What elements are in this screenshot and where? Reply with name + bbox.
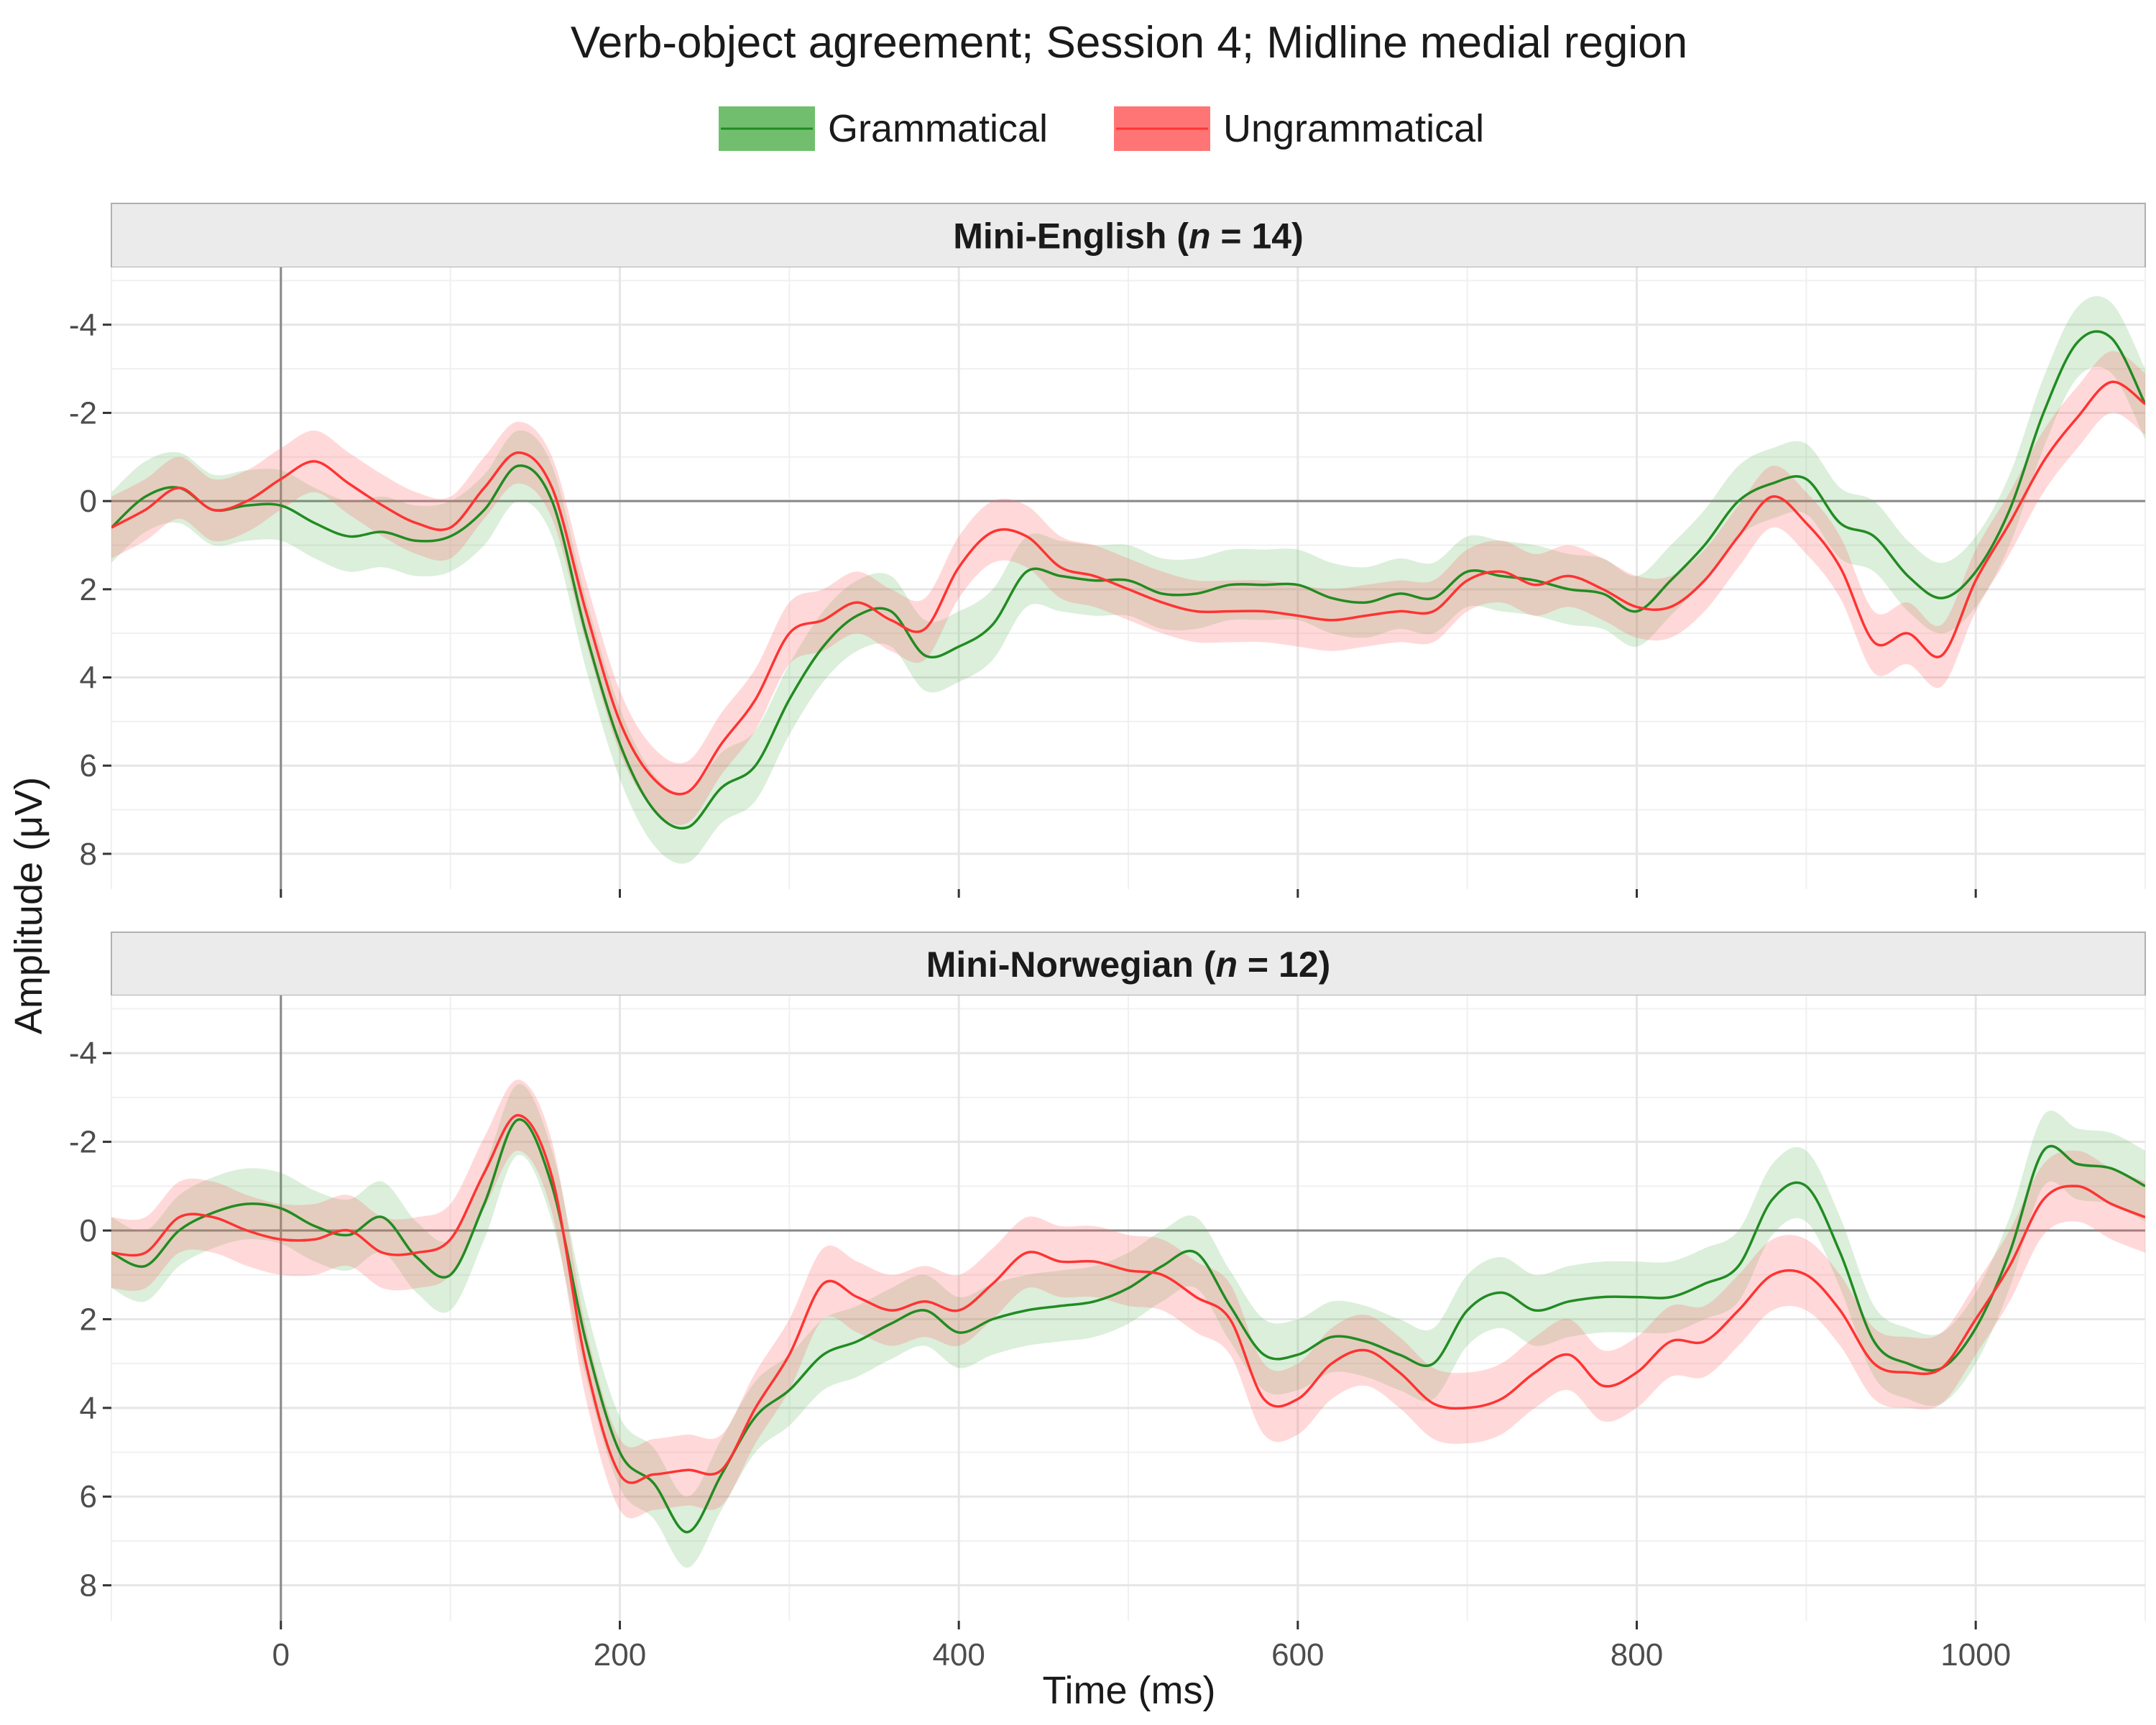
x-tick-label: 1000 <box>1940 1637 2011 1673</box>
ribbon-ungrammatical <box>111 1080 2145 1519</box>
strip-label: Mini-Norwegian (n = 12) <box>926 944 1331 985</box>
legend-label-grammatical: Grammatical <box>828 107 1048 150</box>
legend-label-ungrammatical: Ungrammatical <box>1223 107 1484 150</box>
x-tick-label: 200 <box>594 1637 646 1673</box>
y-tick-label: 8 <box>80 1568 97 1604</box>
ribbon-grammatical <box>111 1084 2145 1568</box>
series-line-grammatical <box>111 1118 2145 1534</box>
y-tick-label: 2 <box>80 572 97 607</box>
y-tick-label: 2 <box>80 1302 97 1337</box>
strip-background <box>111 932 2146 996</box>
chart-title: Verb-object agreement; Session 4; Midlin… <box>571 18 1687 68</box>
plot-area <box>111 296 2145 864</box>
y-axis-title: Amplitude (μV) <box>7 777 50 1034</box>
y-tick-label: -2 <box>69 395 97 431</box>
series-line-ungrammatical <box>111 1113 2145 1484</box>
x-tick-label: 600 <box>1271 1637 1324 1673</box>
plot-area <box>111 1080 2145 1568</box>
y-tick-label: -2 <box>69 1125 97 1160</box>
x-axis-title: Time (ms) <box>1043 1669 1216 1712</box>
strip-label: Mini-English (n = 14) <box>953 216 1304 257</box>
x-tick-label: 400 <box>932 1637 985 1673</box>
panel-mini-norwegian: Mini-Norwegian (n = 12) -4 -2 0 2 4 6 8 <box>69 932 2146 1629</box>
series-line-ungrammatical <box>111 380 2145 796</box>
y-tick-label: -4 <box>69 1036 97 1071</box>
y-tick-label: 6 <box>80 1479 97 1514</box>
y-tick-label: 0 <box>80 484 97 519</box>
y-tick-label: 4 <box>80 661 97 696</box>
x-tick-label: 0 <box>272 1637 290 1673</box>
panel-mini-english: Mini-English (n = 14) -4 -2 0 2 4 6 8 <box>69 203 2146 898</box>
y-tick-label: -4 <box>69 308 97 343</box>
x-tick-label: 800 <box>1611 1637 1663 1673</box>
strip-background <box>111 203 2146 268</box>
legend: Grammatical Ungrammatical <box>719 106 1484 151</box>
y-tick-label: 8 <box>80 837 97 872</box>
y-tick-label: 6 <box>80 748 97 783</box>
y-tick-label: 0 <box>80 1213 97 1248</box>
y-tick-label: 4 <box>80 1391 97 1426</box>
